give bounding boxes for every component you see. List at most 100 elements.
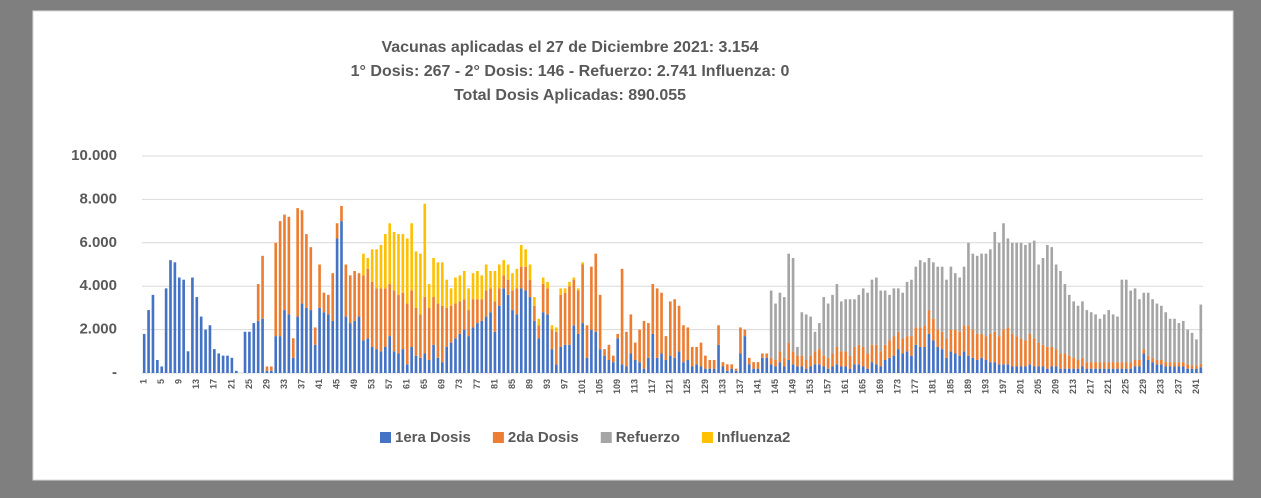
bar [353,320,356,373]
bar [191,277,194,373]
bar [1054,264,1058,350]
bar [414,307,418,356]
x-tick-label: 25 [244,379,254,389]
bar [747,364,751,373]
bar [717,344,720,373]
bar [1173,362,1176,367]
bar [388,284,392,337]
bar [1098,362,1102,369]
bar [182,279,185,373]
bar [778,351,782,363]
bar [318,264,321,308]
bar [502,275,506,289]
bar [427,307,431,360]
bar [555,331,558,365]
bar [528,279,532,298]
bar [1199,367,1203,373]
bar [432,297,435,345]
bar [1120,368,1124,373]
bar [677,351,681,373]
bar [818,364,821,373]
x-tick-label: 129 [700,379,710,394]
x-tick-label: 185 [945,379,955,394]
bar [879,366,883,373]
bar [1168,318,1172,363]
bar [769,290,773,358]
bar [436,303,440,358]
bar [445,279,449,308]
bar [883,290,887,345]
bar [471,273,475,300]
bar [1089,312,1093,363]
bar [879,290,883,352]
bar [1129,362,1132,369]
bar [721,362,725,367]
bar [857,364,861,373]
bar [484,316,488,373]
x-tick-label: 5 [156,379,166,384]
bar [1072,368,1075,373]
bar [519,266,523,289]
bar [831,353,834,367]
x-tick-label: 45 [331,379,341,389]
x-tick-label: 205 [1033,379,1043,394]
bar [756,368,760,373]
bar [848,355,852,369]
bar [1138,299,1141,360]
bar [782,366,786,373]
y-tick-label: 4.000 [79,277,117,294]
bar [1085,368,1089,373]
bar [611,355,615,363]
bar [1116,316,1119,363]
bar [397,234,400,295]
bar [581,264,584,324]
bar [164,288,168,373]
bar [204,329,207,373]
bar [270,370,273,373]
bar [1124,279,1128,363]
bar [690,346,694,367]
x-tick-label: 57 [384,379,394,389]
x-tick-label: 61 [402,379,412,389]
x-tick-label: 49 [349,379,359,389]
bar [962,351,966,373]
bar [388,223,392,285]
bar [945,338,948,358]
bar [752,362,755,369]
bar [822,297,826,356]
x-tick-label: 225 [1121,379,1131,394]
bar [896,288,900,332]
bar [1103,362,1106,369]
x-tick-label: 229 [1138,379,1148,394]
bar [971,253,975,330]
bar [861,346,865,367]
bar [1054,349,1058,367]
bar [927,333,931,373]
bar [712,368,716,373]
bar [1164,312,1168,363]
bar [971,329,975,358]
bar [927,257,931,311]
bar [839,366,843,373]
bar [261,255,264,319]
bar [888,294,891,341]
bar [914,266,918,328]
bar [980,253,983,334]
bar [1072,301,1075,358]
bar [559,288,563,295]
bar [765,353,769,358]
bar [484,290,488,317]
bar [449,305,453,343]
bar [410,223,413,291]
bar [791,257,795,352]
bar [905,351,909,373]
bar [818,349,821,365]
y-tick-label: 8.000 [79,190,117,207]
bar [958,277,961,332]
x-tick-label: 105 [595,379,605,394]
bar [918,327,922,347]
bar [300,210,304,304]
bar [835,346,839,365]
x-tick-label: 153 [805,379,815,394]
